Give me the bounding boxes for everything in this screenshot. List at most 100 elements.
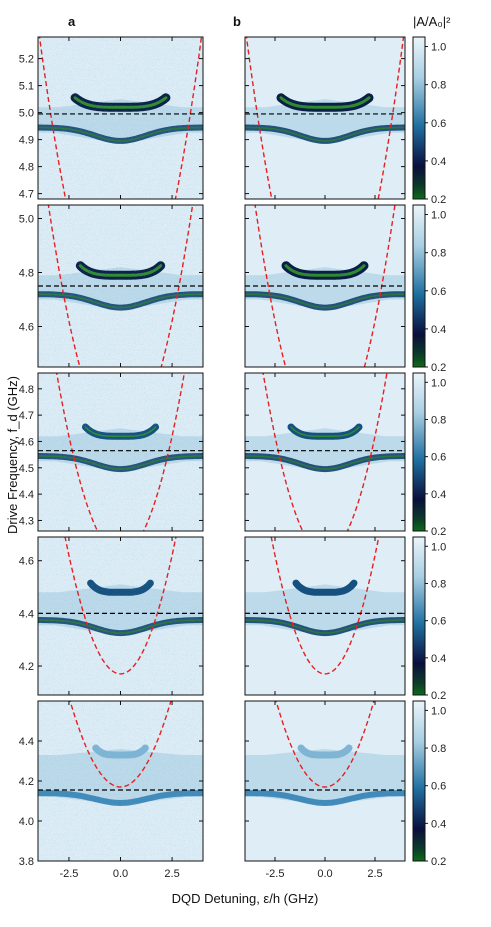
heatmap-panel (38, 205, 203, 367)
y-tick-label: 4.2 (19, 776, 34, 788)
x-tick-label: -2.5 (266, 868, 285, 880)
heatmap-panel (245, 37, 405, 199)
y-axis-label: Drive Frequency, f_d (GHz) (5, 376, 20, 534)
y-tick-label: 4.4 (19, 489, 34, 501)
measurement-noise (38, 373, 203, 531)
colorbar-tick-label: 0.8 (431, 578, 446, 590)
upper-band-core (279, 96, 371, 109)
heatmap-panel (245, 373, 405, 531)
colorbar-tick-label: 0.6 (431, 452, 446, 464)
y-tick-label: 4.2 (19, 661, 34, 673)
qubit-dispersion-curve (270, 537, 380, 675)
colorbar-tick-label: 1.0 (431, 541, 446, 553)
y-tick-label: 4.4 (19, 608, 34, 620)
heatmap-panel (245, 205, 405, 367)
upper-band-core (290, 426, 360, 437)
y-tick-label: 4.8 (19, 268, 34, 280)
lower-band (245, 790, 405, 807)
colorbar-tick-label: 0.2 (431, 856, 446, 868)
y-tick-label: 4.3 (19, 515, 34, 527)
colorbar (412, 372, 426, 532)
colorbar-tick-label: 0.6 (431, 781, 446, 793)
y-tick-label: 4.6 (19, 436, 34, 448)
x-axis-label: DQD Detuning, ε/h (GHz) (172, 891, 319, 906)
colorbar-tick-label: 0.8 (431, 743, 446, 755)
y-tick-label: 4.4 (19, 736, 34, 748)
y-tick-label: 4.6 (19, 322, 34, 334)
qubit-dispersion-curve (262, 373, 388, 531)
colorbar-tick-label: 0.4 (431, 489, 446, 501)
colorbar (412, 700, 426, 862)
colorbar-label: |A/A₀|² (413, 14, 451, 29)
y-tick-label: 3.8 (19, 856, 34, 868)
lower-band-core (245, 293, 405, 309)
colorbar-tick-label: 0.4 (431, 324, 446, 336)
lower-band-core (245, 619, 405, 634)
colorbar-tick-label: 0.4 (431, 156, 446, 168)
y-tick-label: 4.9 (19, 135, 34, 147)
colorbar-tick-label: 0.6 (431, 616, 446, 628)
y-tick-label: 5.0 (19, 108, 34, 120)
x-tick-label: 0.0 (317, 868, 332, 880)
y-tick-label: 5.1 (19, 81, 34, 93)
colorbar (412, 204, 426, 368)
colorbar-tick-label: 0.4 (431, 653, 446, 665)
y-tick-label: 4.7 (19, 189, 34, 201)
qubit-dispersion-curve (38, 37, 203, 199)
heatmap-panel (38, 537, 203, 695)
qubit-dispersion-curve (55, 373, 186, 531)
heatmap-panel (245, 537, 405, 695)
heatmap-panel (38, 37, 203, 199)
y-tick-label: 4.8 (19, 162, 34, 174)
colorbar-tick-label: 0.8 (431, 248, 446, 260)
qubit-dispersion-curve (275, 701, 375, 788)
y-tick-label: 4.7 (19, 410, 34, 422)
heatmap-panel (38, 701, 203, 861)
y-tick-label: 4.5 (19, 463, 34, 475)
qubit-dispersion-curve (69, 701, 172, 788)
colorbar (412, 36, 426, 200)
colorbar (412, 536, 426, 696)
x-tick-label: 2.5 (367, 868, 382, 880)
colorbar-tick-label: 0.8 (431, 80, 446, 92)
y-tick-label: 4.8 (19, 384, 34, 396)
colorbar-tick-label: 1.0 (431, 705, 446, 717)
x-tick-label: 0.0 (113, 868, 128, 880)
y-tick-label: 4.6 (19, 556, 34, 568)
colorbar-tick-label: 0.6 (431, 118, 446, 130)
x-tick-label: 2.5 (164, 868, 179, 880)
panel-letter-a: a (68, 14, 76, 29)
panel-letter-b: b (233, 14, 241, 29)
colorbar-tick-label: 0.6 (431, 286, 446, 298)
colorbar-tick-label: 0.4 (431, 818, 446, 830)
measurement-noise (38, 701, 203, 861)
colorbar-tick-label: 1.0 (431, 42, 446, 54)
colorbar-tick-label: 0.2 (431, 194, 446, 206)
measurement-noise (38, 537, 203, 695)
colorbar-tick-label: 0.2 (431, 526, 446, 538)
lower-band-core (245, 455, 405, 470)
colorbar-tick-label: 0.2 (431, 362, 446, 374)
y-tick-label: 4.0 (19, 816, 34, 828)
y-tick-label: 5.2 (19, 54, 34, 66)
heatmap-panel (245, 701, 405, 861)
qubit-dispersion-curve (64, 537, 177, 675)
colorbar-tick-label: 0.2 (431, 690, 446, 702)
dip-fan-region (245, 749, 405, 805)
x-tick-label: -2.5 (59, 868, 78, 880)
colorbar-tick-label: 0.8 (431, 414, 446, 426)
colorbar-tick-label: 1.0 (431, 210, 446, 222)
upper-band (292, 579, 358, 596)
measurement-noise (38, 37, 203, 199)
upper-band-core (284, 264, 366, 277)
heatmap-panel (38, 373, 203, 531)
lower-band-core (245, 126, 405, 142)
y-tick-label: 5.0 (19, 214, 34, 226)
upper-band (297, 744, 353, 759)
colorbar-tick-label: 1.0 (431, 377, 446, 389)
qubit-dispersion-curve (254, 205, 396, 367)
panels: 4.7 4.8 4.9 5.0 5.1 5.2 0.2 0.4 0.6 0.8 1.0 4.6 4.8 5… (19, 36, 446, 880)
qubit-dispersion-curve (245, 37, 405, 199)
qubit-dispersion-curve (47, 205, 194, 367)
